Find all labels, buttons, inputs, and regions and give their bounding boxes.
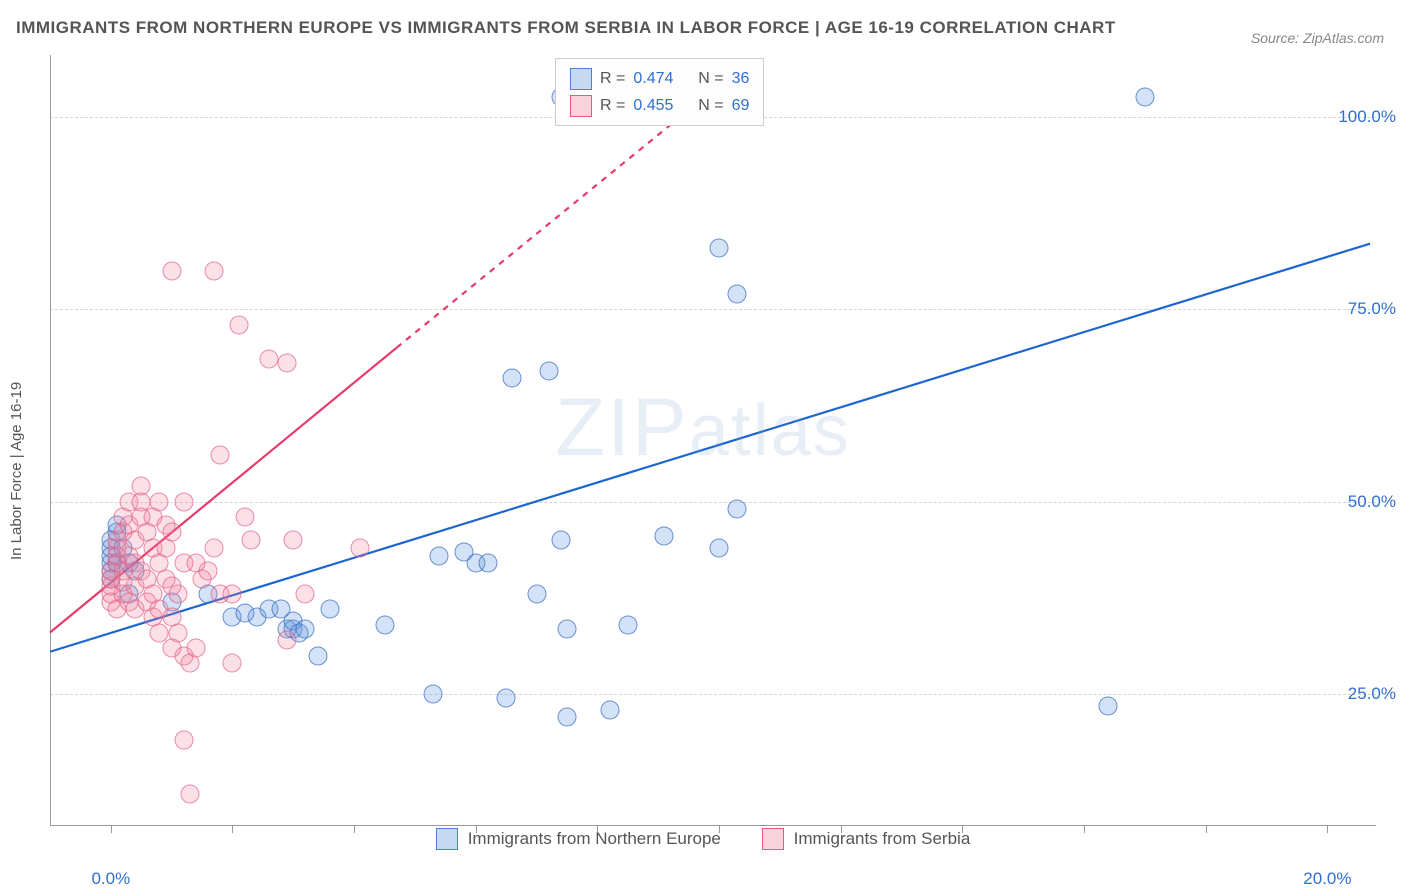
- r-value-pink: 0.455: [633, 92, 673, 119]
- data-point: [728, 500, 747, 519]
- data-point: [539, 361, 558, 380]
- data-point: [229, 315, 248, 334]
- data-point: [655, 527, 674, 546]
- data-point: [278, 354, 297, 373]
- y-tick-label: 25.0%: [1348, 684, 1396, 704]
- data-point: [162, 523, 181, 542]
- data-point: [1135, 88, 1154, 107]
- swatch-pink-icon: [762, 828, 784, 850]
- data-point: [174, 731, 193, 750]
- watermark-atlas: atlas: [689, 391, 851, 471]
- data-point: [296, 585, 315, 604]
- data-point: [205, 261, 224, 280]
- data-point: [132, 477, 151, 496]
- data-point: [223, 654, 242, 673]
- data-point: [551, 531, 570, 550]
- data-point: [710, 538, 729, 557]
- correlation-legend: R = 0.474 N = 36 R = 0.455 N = 69: [555, 58, 764, 126]
- data-point: [241, 531, 260, 550]
- r-label: R =: [600, 92, 625, 119]
- data-point: [168, 623, 187, 642]
- data-point: [558, 708, 577, 727]
- legend-item-blue: Immigrants from Northern Europe: [436, 828, 721, 850]
- swatch-blue-icon: [436, 828, 458, 850]
- y-tick-label: 50.0%: [1348, 492, 1396, 512]
- data-point: [205, 538, 224, 557]
- legend-row-pink: R = 0.455 N = 69: [570, 92, 749, 119]
- swatch-blue-icon: [570, 68, 592, 90]
- data-point: [278, 631, 297, 650]
- data-point: [284, 531, 303, 550]
- y-tick-label: 75.0%: [1348, 299, 1396, 319]
- legend-label-blue: Immigrants from Northern Europe: [468, 829, 721, 849]
- n-label: N =: [698, 92, 723, 119]
- legend-row-blue: R = 0.474 N = 36: [570, 65, 749, 92]
- data-point: [308, 646, 327, 665]
- chart-title: IMMIGRANTS FROM NORTHERN EUROPE VS IMMIG…: [16, 18, 1116, 38]
- watermark: ZIPatlas: [555, 381, 851, 475]
- data-point: [168, 585, 187, 604]
- n-value-pink: 69: [732, 92, 750, 119]
- data-point: [728, 284, 747, 303]
- data-point: [527, 585, 546, 604]
- data-point: [223, 585, 242, 604]
- data-point: [558, 619, 577, 638]
- trend-lines: [0, 0, 1406, 892]
- r-label: R =: [600, 65, 625, 92]
- data-point: [478, 554, 497, 573]
- data-point: [375, 615, 394, 634]
- data-point: [235, 508, 254, 527]
- data-point: [618, 615, 637, 634]
- y-tick-label: 100.0%: [1338, 107, 1396, 127]
- swatch-pink-icon: [570, 95, 592, 117]
- source-attribution: Source: ZipAtlas.com: [1251, 30, 1384, 46]
- data-point: [180, 785, 199, 804]
- data-point: [296, 619, 315, 638]
- data-point: [503, 369, 522, 388]
- series-legend: Immigrants from Northern Europe Immigran…: [0, 828, 1406, 855]
- data-point: [424, 685, 443, 704]
- r-value-blue: 0.474: [633, 65, 673, 92]
- data-point: [259, 350, 278, 369]
- data-point: [211, 446, 230, 465]
- watermark-zip: ZIP: [555, 382, 689, 473]
- data-point: [174, 492, 193, 511]
- data-point: [600, 700, 619, 719]
- y-axis-label: In Labor Force | Age 16-19: [8, 382, 25, 560]
- data-point: [351, 538, 370, 557]
- legend-label-pink: Immigrants from Serbia: [794, 829, 971, 849]
- data-point: [497, 688, 516, 707]
- data-point: [1099, 696, 1118, 715]
- x-tick-label: 0.0%: [91, 869, 130, 889]
- data-point: [186, 638, 205, 657]
- data-point: [199, 561, 218, 580]
- data-point: [320, 600, 339, 619]
- data-point: [710, 238, 729, 257]
- data-point: [430, 546, 449, 565]
- n-value-blue: 36: [732, 65, 750, 92]
- data-point: [150, 492, 169, 511]
- legend-item-pink: Immigrants from Serbia: [762, 828, 971, 850]
- n-label: N =: [698, 65, 723, 92]
- data-point: [162, 261, 181, 280]
- x-tick-label: 20.0%: [1303, 869, 1351, 889]
